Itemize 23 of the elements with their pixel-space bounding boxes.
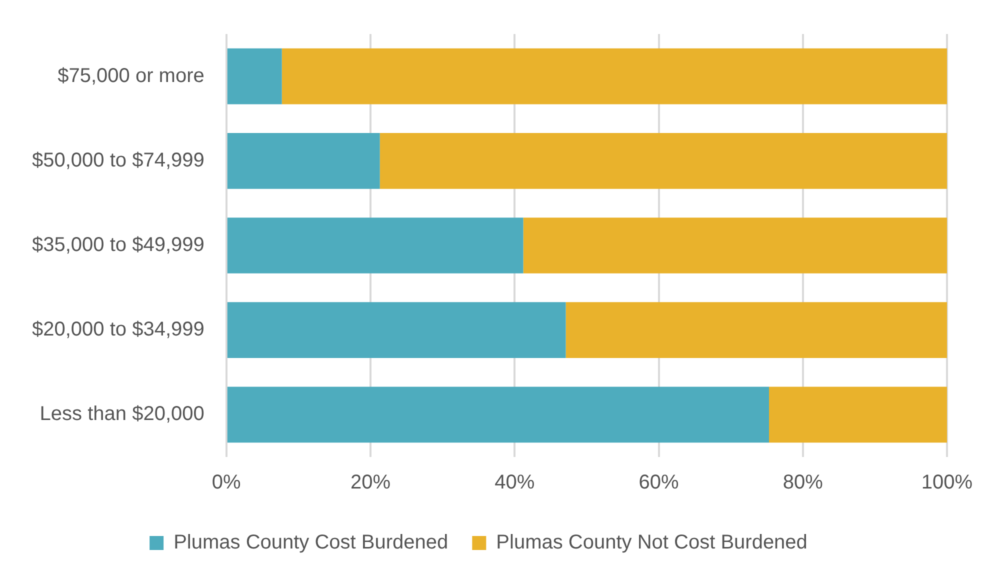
y-tick-label: $50,000 to $74,999	[32, 149, 204, 172]
y-tick-label: $20,000 to $34,999	[32, 318, 204, 341]
bar	[282, 48, 947, 104]
bar	[227, 302, 566, 358]
x-tick-label: 40%	[494, 472, 535, 494]
x-tick-label: 20%	[350, 472, 391, 494]
x-tick-label: 60%	[638, 472, 679, 494]
x-tick-label: 80%	[782, 472, 824, 494]
bar	[523, 218, 947, 274]
bar	[566, 302, 947, 358]
y-tick-label: $75,000 or more	[58, 64, 204, 87]
bar	[227, 386, 770, 443]
x-tick-label: 0%	[212, 472, 242, 494]
y-tick-label: $35,000 to $49,999	[32, 234, 204, 256]
legend-label: Plumas County Not Cost Burdened	[496, 532, 808, 554]
x-tick-label: 100%	[921, 472, 973, 494]
bar	[769, 386, 947, 443]
bar	[380, 132, 947, 189]
legend-label: Plumas County Cost Burdened	[174, 532, 448, 554]
bar	[227, 218, 524, 274]
y-tick-label: Less than $20,000	[40, 403, 204, 426]
bar	[227, 48, 282, 104]
bar	[227, 132, 380, 189]
